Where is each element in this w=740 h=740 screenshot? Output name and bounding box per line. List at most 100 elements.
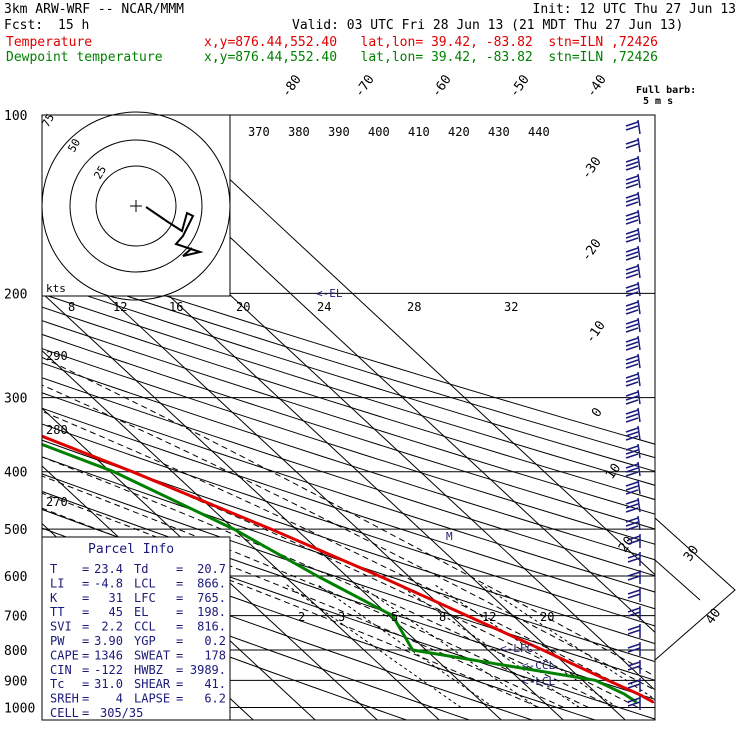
chart-boundary (654, 517, 736, 661)
plot-frame (41, 114, 656, 721)
forecast-label: Fcst: (4, 18, 44, 33)
chart-boundary (654, 559, 701, 601)
wind-barb-flag (625, 287, 639, 293)
wind-barb-flag (627, 539, 641, 545)
parcel-equals: = (82, 677, 89, 691)
moist-adiabat (42, 434, 639, 708)
valid-time: Valid: 03 UTC Fri 28 Jun 13 (21 MDT Thu … (292, 18, 684, 33)
wind-barb-flag (625, 201, 639, 207)
wind-barb-flag (625, 467, 639, 473)
parcel-label: PW (50, 634, 65, 648)
dry-adiabat (42, 255, 655, 445)
pressure-label: 600 (4, 570, 27, 585)
wind-barb-flag (625, 211, 639, 217)
wind-barb (637, 245, 641, 261)
dry-adiabat (42, 566, 470, 720)
dry-adiabat (42, 439, 655, 645)
wind-barb-flag (625, 179, 639, 185)
isotherm-label: -80 (279, 72, 305, 100)
dry-adiabat (42, 407, 655, 610)
wind-barb-flag (625, 395, 639, 401)
wind-barb-flag (627, 557, 641, 563)
parcel-label: SVI (50, 620, 72, 634)
wind-barb-flag (625, 265, 639, 271)
wind-barb-unit: 5 m s (643, 96, 673, 107)
isotherm-label: 40 (703, 606, 724, 627)
hodograph-trace (145, 206, 204, 257)
theta-label: 440 (528, 125, 550, 139)
parcel-equals: = (82, 663, 89, 677)
parcel-value: 31 (109, 591, 123, 605)
parcel-equals: = (82, 692, 89, 706)
wind-barb (637, 497, 641, 513)
wind-barb-flag (625, 337, 639, 343)
wind-barb-flag (625, 413, 639, 419)
wind-barb-flag (625, 485, 639, 491)
parcel-value: 816. (197, 620, 226, 634)
isotherm-label: 20 (616, 534, 637, 555)
wind-barb-flag (627, 683, 641, 689)
isotherm-label: -60 (429, 72, 455, 100)
theta-label: 400 (368, 125, 390, 139)
moist-adiabat (42, 384, 655, 691)
wind-barb-flag (625, 399, 639, 405)
mixing-ratio-label: 20 (540, 610, 554, 624)
parcel-value: 45 (109, 605, 123, 619)
wind-barb-flag (627, 665, 641, 671)
hodograph-ring-label: 75 (39, 112, 57, 130)
dry-adiabat (42, 348, 655, 545)
isotherm-label: -40 (584, 72, 610, 100)
parcel-value: 41. (204, 677, 226, 691)
wind-barb (637, 443, 641, 459)
temperature-profile (42, 434, 655, 704)
parcel-label: T (50, 562, 57, 576)
mixing-ratio-label: 2 (298, 610, 305, 624)
wind-barb-flag (627, 643, 641, 649)
parcel-equals: = (176, 634, 183, 648)
wind-barb-flag (625, 301, 639, 307)
wind-barb-flag (625, 481, 639, 487)
wind-barb (637, 227, 641, 243)
wind-barb-flag (625, 435, 639, 441)
pressure-label: 300 (4, 392, 27, 407)
wind-barb-flag (625, 507, 639, 513)
parcel-equals: = (82, 576, 89, 590)
wind-barb-flag (625, 381, 639, 387)
pressure-label: 200 (4, 287, 27, 302)
wind-barb (637, 389, 641, 405)
wind-barb-flag (625, 499, 639, 505)
pressure-label: 1000 (4, 701, 35, 716)
forecast-hour: 15 h (58, 18, 90, 33)
wind-barb (637, 209, 641, 225)
level-marker-lfc: <-LFC (500, 642, 533, 655)
dry-adiabat (42, 333, 655, 530)
pressure-label: 100 (4, 109, 27, 124)
mixing-ratio-label: 8 (439, 610, 446, 624)
pressure-label: 400 (4, 466, 27, 481)
isotherm-line (42, 234, 565, 720)
wind-barb-flag (627, 647, 641, 653)
wind-barb-flag (625, 237, 639, 243)
wind-barb-flag (625, 427, 639, 433)
dry-adiabat (42, 306, 655, 501)
wind-barb-flag (627, 589, 641, 595)
wind-barb-flag (625, 489, 639, 495)
level-marker-ccl: <-CCL (522, 659, 555, 672)
dry-adiabat (42, 586, 407, 720)
wind-barb (637, 461, 641, 477)
theta-label: 390 (328, 125, 350, 139)
pressure-label: 800 (4, 644, 27, 659)
wind-barb-flag (625, 165, 639, 171)
dewpoint-location-info: x,y=876.44,552.40 lat,lon= 39.42, -83.82… (204, 50, 658, 65)
wind-barb-flag (625, 449, 639, 455)
wind-barb-flag (627, 611, 641, 617)
wind-barb-flag (627, 607, 641, 613)
wind-barb-flag (627, 553, 641, 559)
wind-barb-flag (627, 701, 641, 707)
wind-barb-flag (625, 291, 639, 297)
wind-barb-flag (625, 453, 639, 459)
wind-barb-flag (625, 345, 639, 351)
isotherm-label: 30 (681, 543, 702, 564)
parcel-value: -4.8 (94, 576, 123, 590)
